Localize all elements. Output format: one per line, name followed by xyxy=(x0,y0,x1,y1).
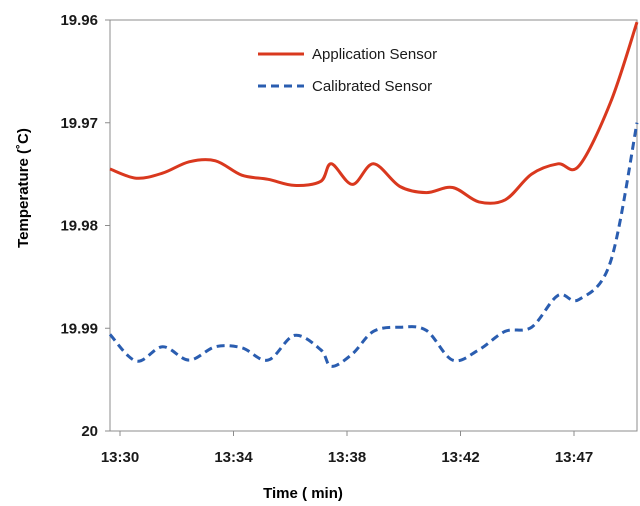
legend: Application Sensor Calibrated Sensor xyxy=(258,46,437,95)
y-tick-label: 19.98 xyxy=(60,218,98,235)
x-tick-label: 13:30 xyxy=(101,449,139,466)
x-tick-label: 13:34 xyxy=(214,449,253,466)
x-tick-label: 13:42 xyxy=(441,449,479,466)
series-lines xyxy=(108,21,639,368)
y-axis: 19.96 19.97 19.98 19.99 20 xyxy=(60,12,110,440)
x-axis-title: Time ( min) xyxy=(263,485,343,502)
legend-label-calibrated-sensor: Calibrated Sensor xyxy=(312,78,432,95)
y-tick-label: 19.96 xyxy=(60,12,98,29)
x-axis: 13:30 13:34 13:38 13:42 13:47 xyxy=(101,431,593,466)
legend-label-application-sensor: Application Sensor xyxy=(312,46,437,63)
y-axis-title: Temperature (˚C) xyxy=(15,128,32,248)
series-line-calibrated-sensor xyxy=(108,122,639,368)
x-tick-label: 13:38 xyxy=(328,449,366,466)
y-tick-label: 19.99 xyxy=(60,320,98,337)
y-tick-label: 20 xyxy=(81,423,98,440)
x-tick-label: 13:47 xyxy=(555,449,593,466)
plot-area xyxy=(109,19,638,432)
series-line-application-sensor xyxy=(109,21,639,205)
y-tick-label: 19.97 xyxy=(60,115,98,132)
